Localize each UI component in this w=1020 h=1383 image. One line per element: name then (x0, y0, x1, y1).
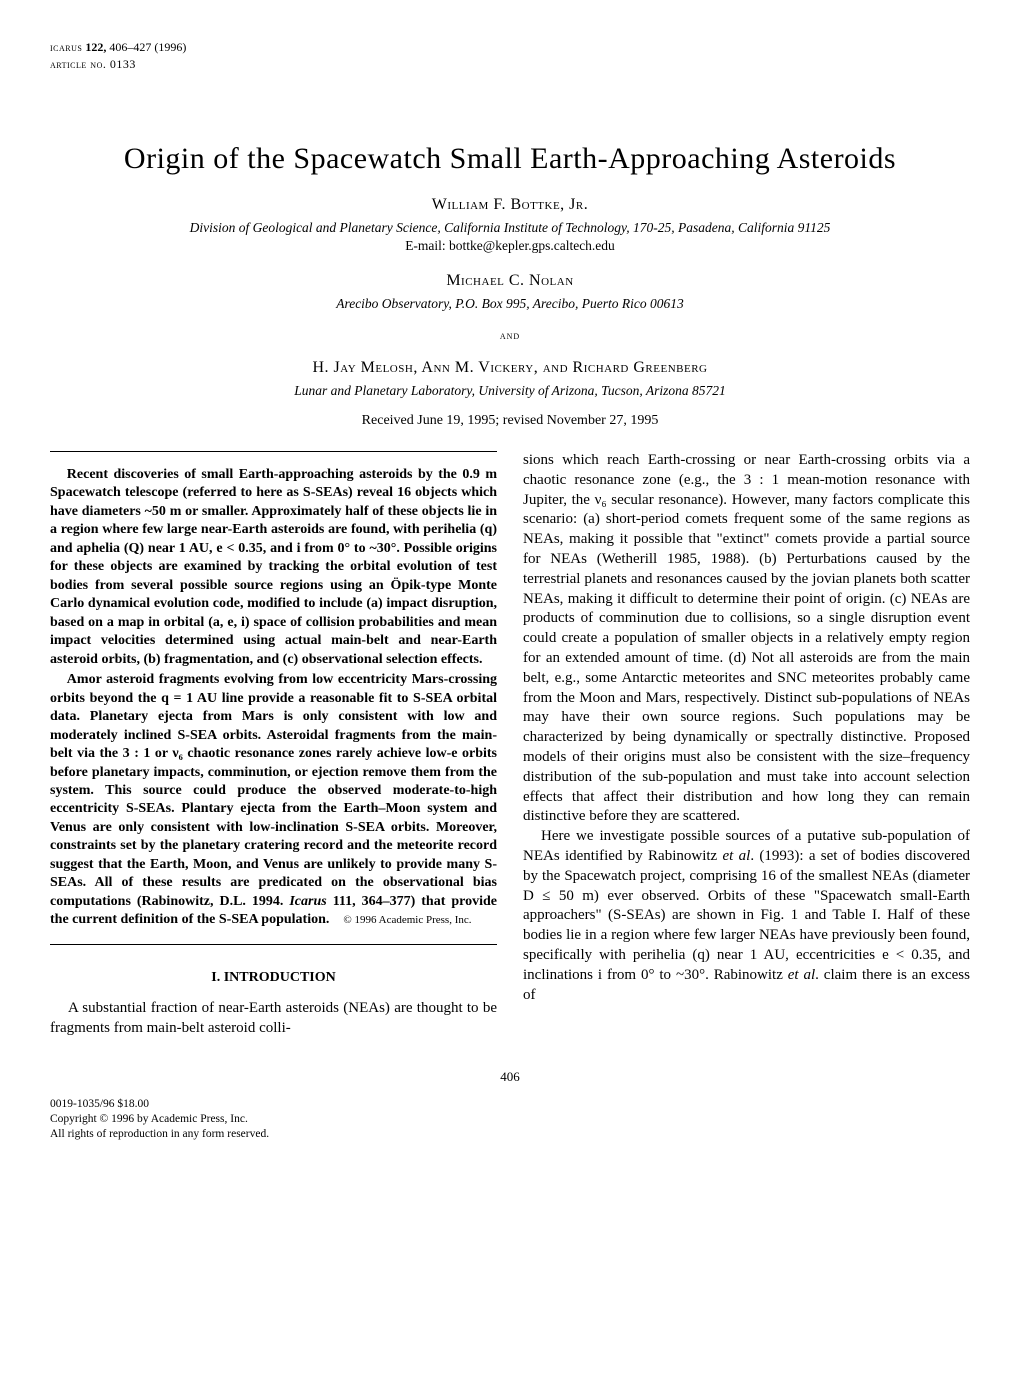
and-separator: and (50, 328, 970, 343)
running-header: icarus 122, 406–427 (1996) (50, 40, 970, 55)
intro-text-left: A substantial fraction of near-Earth ast… (50, 999, 497, 1039)
footer-line-1: 0019-1035/96 $18.00 (50, 1097, 970, 1112)
author-3-group: H. Jay Melosh, Ann M. Vickery, and Richa… (50, 359, 970, 377)
footer: 0019-1035/96 $18.00 Copyright © 1996 by … (50, 1097, 970, 1142)
author-1-email: E-mail: bottke@kepler.gps.caltech.edu (50, 238, 970, 254)
article-no-value: 0133 (110, 57, 136, 71)
article-no-label: article no. (50, 57, 106, 71)
body-right-p2: Here we investigate possible sources of … (523, 827, 970, 1005)
affiliation-3: Lunar and Planetary Laboratory, Universi… (50, 383, 970, 399)
intro-left-p: A substantial fraction of near-Earth ast… (50, 999, 497, 1039)
two-column-body: Recent discoveries of small Earth-approa… (50, 451, 970, 1039)
abstract-p1: Recent discoveries of small Earth-approa… (50, 466, 497, 669)
footer-line-2: Copyright © 1996 by Academic Press, Inc. (50, 1112, 970, 1127)
abstract-rule-bottom (50, 944, 497, 945)
article-number-line: article no. 0133 (50, 57, 970, 72)
abstract-p2: Amor asteroid fragments evolving from lo… (50, 671, 497, 930)
paper-title: Origin of the Spacewatch Small Earth-App… (50, 142, 970, 176)
received-dates: Received June 19, 1995; revised November… (50, 413, 970, 429)
page-range: 406–427 (1996) (109, 40, 186, 54)
body-right-p1: sions which reach Earth-crossing or near… (523, 451, 970, 827)
abstract-rule-top (50, 451, 497, 452)
page-number: 406 (50, 1069, 970, 1085)
affiliation-1: Division of Geological and Planetary Sci… (50, 220, 970, 236)
abstract: Recent discoveries of small Earth-approa… (50, 466, 497, 930)
left-column: Recent discoveries of small Earth-approa… (50, 451, 497, 1039)
journal-name: icarus (50, 40, 82, 54)
volume: 122, (85, 40, 106, 54)
right-column: sions which reach Earth-crossing or near… (523, 451, 970, 1039)
author-2: Michael C. Nolan (50, 272, 970, 290)
abstract-copyright: © 1996 Academic Press, Inc. (343, 914, 471, 926)
affiliation-2: Arecibo Observatory, P.O. Box 995, Areci… (50, 296, 970, 312)
section-1-heading: I. INTRODUCTION (50, 969, 497, 987)
footer-line-3: All rights of reproduction in any form r… (50, 1127, 970, 1142)
author-1: William F. Bottke, Jr. (50, 196, 970, 214)
